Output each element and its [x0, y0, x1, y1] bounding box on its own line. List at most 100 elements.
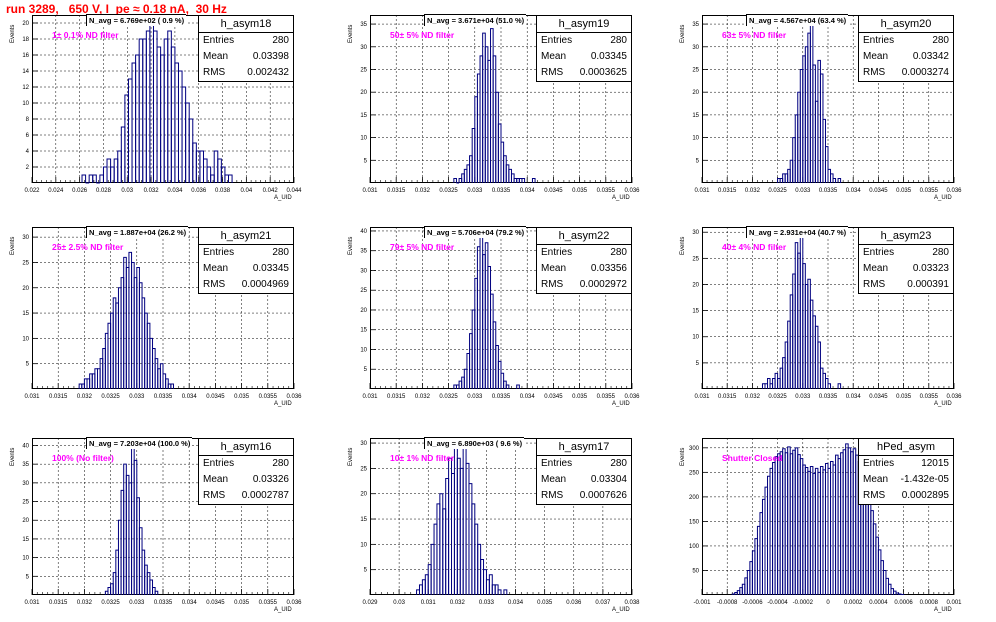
- stats-row-rms: RMS 0.0003274: [859, 65, 953, 81]
- stats-box: h_asym20 Entries 280 Mean 0.03342 RMS 0.000327…: [858, 15, 954, 82]
- y-tick-label: 6: [26, 133, 30, 139]
- stats-box: h_asym19 Entries 280 Mean 0.03345 RMS 0.000362…: [536, 15, 632, 82]
- stats-value: 0.0003274: [901, 67, 949, 78]
- y-tick-label: 35: [360, 22, 367, 28]
- x-tick-label: 0.036: [624, 394, 640, 400]
- x-tick-label: 0.042: [263, 188, 279, 194]
- stats-value: 0.002432: [247, 67, 289, 78]
- x-tick-label: 0.0325: [768, 394, 787, 400]
- x-tick-label: 0.0315: [49, 394, 68, 400]
- y-tick-label: 5: [696, 361, 700, 367]
- stats-value: 280: [272, 247, 289, 258]
- x-tick-label: 0.0355: [920, 188, 939, 194]
- y-tick-label: 14: [22, 69, 29, 75]
- histogram-title: h_asym21: [199, 228, 293, 245]
- x-tick-label: 0.0008: [920, 600, 939, 606]
- x-tick-label: 0.036: [946, 188, 962, 194]
- stats-value: 0.03398: [252, 51, 289, 62]
- x-tick-label: 0.0335: [819, 394, 838, 400]
- histogram-title: h_asym20: [859, 16, 953, 33]
- filter-label: Shutter Closed: [722, 453, 783, 463]
- stats-value: 0.03323: [912, 263, 949, 274]
- stats-row-entries: Entries 280: [537, 456, 631, 472]
- stats-value: 0.0003625: [579, 67, 627, 78]
- y-tick-label: 20: [692, 90, 699, 96]
- x-tick-label: 0.0355: [597, 188, 616, 194]
- x-tick-label: 0.034: [182, 394, 198, 400]
- y-tick-label: 8: [26, 117, 30, 123]
- y-tick-label: 250: [689, 470, 700, 476]
- stats-row-mean: Mean 0.03345: [199, 261, 293, 277]
- stats-label: Mean: [203, 474, 229, 485]
- x-tick-label: 0.033: [129, 600, 145, 606]
- x-tick-label: 0.024: [48, 188, 64, 194]
- stats-row-rms: RMS 0.0003625: [537, 65, 631, 81]
- x-tick-label: 0.0315: [49, 600, 68, 606]
- stats-value: 0.03304: [590, 474, 627, 485]
- stats-label: Entries: [863, 247, 895, 258]
- navg-label: N_avg = 6.769e+02 ( 0.9 %): [86, 14, 187, 26]
- y-tick-label: 30: [22, 481, 29, 487]
- histogram-bin: [516, 384, 520, 389]
- x-tick-label: -0.0004: [767, 600, 788, 606]
- y-tick-label: 4: [26, 149, 30, 155]
- x-tick-label: 0.0335: [154, 600, 173, 606]
- x-axis-label: A_UID: [934, 401, 952, 407]
- stats-label: Mean: [203, 263, 229, 274]
- x-tick-label: 0.035: [234, 600, 250, 606]
- x-axis-label: A_UID: [612, 607, 630, 613]
- stats-row-mean: Mean 0.03326: [199, 472, 293, 488]
- x-tick-label: 0.03: [393, 600, 405, 606]
- x-axis-label: A_UID: [274, 607, 292, 613]
- stats-label: Mean: [203, 51, 229, 62]
- x-tick-label: 0.022: [24, 188, 40, 194]
- stats-row-mean: Mean 0.03345: [537, 49, 631, 65]
- stats-row-mean: Mean 0.03398: [199, 49, 293, 65]
- stats-box: hPed_asym Entries 12015 Mean -1.432e-05 RMS 0.…: [858, 438, 954, 505]
- stats-label: RMS: [541, 279, 564, 290]
- histogram-bin: [817, 341, 821, 389]
- y-tick-label: 30: [360, 268, 367, 274]
- x-tick-label: 0.033: [795, 394, 811, 400]
- x-tick-label: 0.0325: [439, 394, 458, 400]
- stats-label: Entries: [863, 458, 895, 469]
- y-tick-label: 10: [692, 136, 699, 142]
- x-tick-label: 0.031: [362, 394, 378, 400]
- y-tick-label: 15: [22, 311, 29, 317]
- x-tick-label: 0.034: [182, 600, 198, 606]
- y-tick-label: 20: [360, 90, 367, 96]
- stats-row-entries: Entries 280: [859, 33, 953, 49]
- filter-label: 40± 4% ND filter: [722, 242, 787, 252]
- histogram-bin: [453, 177, 457, 183]
- y-tick-label: 15: [360, 328, 367, 334]
- y-tick-label: 100: [689, 544, 700, 550]
- stats-label: Mean: [541, 51, 567, 62]
- histogram-bin: [505, 384, 510, 389]
- stats-value: 280: [610, 247, 627, 258]
- stats-value: 280: [932, 247, 949, 258]
- stats-value: 0.0002787: [241, 490, 289, 501]
- stats-label: Mean: [541, 474, 567, 485]
- y-tick-label: 25: [22, 260, 29, 266]
- y-tick-label: 25: [360, 288, 367, 294]
- histogram-bin: [832, 177, 837, 183]
- histogram-bin: [824, 146, 829, 183]
- y-tick-label: 30: [692, 45, 699, 51]
- x-tick-label: 0.0335: [492, 188, 511, 194]
- x-tick-label: 0.0002: [844, 600, 863, 606]
- stats-label: Mean: [541, 263, 567, 274]
- x-tick-label: 0.034: [508, 600, 524, 606]
- y-axis-label: Events: [680, 447, 686, 466]
- y-tick-label: 15: [692, 113, 699, 119]
- x-tick-label: 0.044: [286, 188, 302, 194]
- x-tick-label: 0.036: [286, 394, 302, 400]
- y-tick-label: 10: [22, 336, 29, 342]
- stats-value: 0.0002895: [901, 490, 949, 501]
- histogram-bin: [81, 174, 87, 183]
- y-tick-label: 15: [692, 309, 699, 315]
- x-tick-label: 0.038: [215, 188, 231, 194]
- y-tick-label: 12: [22, 85, 29, 91]
- stats-row-rms: RMS 0.0002895: [859, 488, 953, 504]
- x-tick-label: 0.0335: [492, 394, 511, 400]
